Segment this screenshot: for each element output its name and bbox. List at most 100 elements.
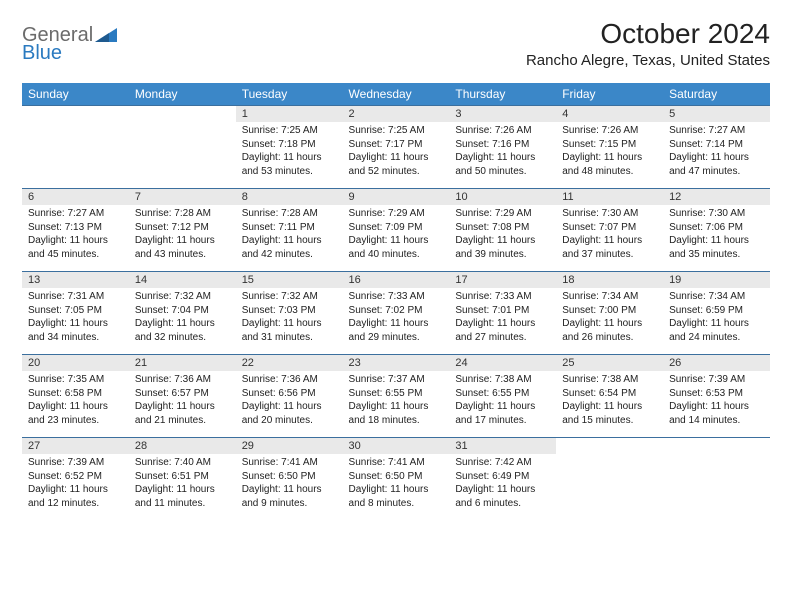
header-right: October 2024 Rancho Alegre, Texas, Unite… — [526, 18, 770, 69]
day-day2: and 29 minutes. — [349, 331, 444, 345]
day-cell: Sunrise: 7:35 AMSunset: 6:58 PMDaylight:… — [22, 371, 129, 438]
day-sunset: Sunset: 7:16 PM — [455, 138, 550, 152]
day-sunset: Sunset: 6:50 PM — [242, 470, 337, 484]
day-number: 16 — [343, 272, 450, 289]
day-cell: Sunrise: 7:33 AMSunset: 7:02 PMDaylight:… — [343, 288, 450, 355]
day-day2: and 40 minutes. — [349, 248, 444, 262]
day-sunrise: Sunrise: 7:36 AM — [135, 373, 230, 387]
day-day2: and 20 minutes. — [242, 414, 337, 428]
day-day1: Daylight: 11 hours — [28, 317, 123, 331]
dow-header: Wednesday — [343, 83, 450, 106]
day-day1: Daylight: 11 hours — [349, 234, 444, 248]
day-number: 24 — [449, 355, 556, 372]
day-day2: and 37 minutes. — [562, 248, 657, 262]
day-sunset: Sunset: 6:55 PM — [349, 387, 444, 401]
day-day2: and 9 minutes. — [242, 497, 337, 511]
location: Rancho Alegre, Texas, United States — [526, 52, 770, 69]
day-sunset: Sunset: 7:11 PM — [242, 221, 337, 235]
day-number: 25 — [556, 355, 663, 372]
day-number: 3 — [449, 106, 556, 123]
dow-header: Thursday — [449, 83, 556, 106]
day-cell: Sunrise: 7:39 AMSunset: 6:53 PMDaylight:… — [663, 371, 770, 438]
day-day1: Daylight: 11 hours — [455, 151, 550, 165]
day-number: 2 — [343, 106, 450, 123]
day-day1: Daylight: 11 hours — [242, 234, 337, 248]
day-sunrise: Sunrise: 7:35 AM — [28, 373, 123, 387]
day-sunrise: Sunrise: 7:30 AM — [562, 207, 657, 221]
day-number: 7 — [129, 189, 236, 206]
day-number: 22 — [236, 355, 343, 372]
day-sunrise: Sunrise: 7:33 AM — [455, 290, 550, 304]
day-number: 29 — [236, 438, 343, 455]
day-number: 28 — [129, 438, 236, 455]
day-sunrise: Sunrise: 7:27 AM — [669, 124, 764, 138]
dow-row: SundayMondayTuesdayWednesdayThursdayFrid… — [22, 83, 770, 106]
day-cell — [556, 454, 663, 520]
day-cell: Sunrise: 7:27 AMSunset: 7:14 PMDaylight:… — [663, 122, 770, 189]
day-cell: Sunrise: 7:32 AMSunset: 7:04 PMDaylight:… — [129, 288, 236, 355]
day-sunrise: Sunrise: 7:30 AM — [669, 207, 764, 221]
day-sunrise: Sunrise: 7:26 AM — [562, 124, 657, 138]
day-sunset: Sunset: 7:15 PM — [562, 138, 657, 152]
day-sunset: Sunset: 7:07 PM — [562, 221, 657, 235]
day-number: 1 — [236, 106, 343, 123]
day-sunrise: Sunrise: 7:25 AM — [242, 124, 337, 138]
day-day2: and 17 minutes. — [455, 414, 550, 428]
day-day2: and 50 minutes. — [455, 165, 550, 179]
day-sunset: Sunset: 7:13 PM — [28, 221, 123, 235]
day-number: 11 — [556, 189, 663, 206]
day-number: 14 — [129, 272, 236, 289]
day-day2: and 11 minutes. — [135, 497, 230, 511]
content-row: Sunrise: 7:31 AMSunset: 7:05 PMDaylight:… — [22, 288, 770, 355]
day-sunset: Sunset: 6:59 PM — [669, 304, 764, 318]
day-number: 30 — [343, 438, 450, 455]
day-number — [129, 106, 236, 123]
dow-header: Saturday — [663, 83, 770, 106]
day-cell: Sunrise: 7:38 AMSunset: 6:55 PMDaylight:… — [449, 371, 556, 438]
day-cell: Sunrise: 7:37 AMSunset: 6:55 PMDaylight:… — [343, 371, 450, 438]
day-cell: Sunrise: 7:34 AMSunset: 7:00 PMDaylight:… — [556, 288, 663, 355]
day-day1: Daylight: 11 hours — [455, 317, 550, 331]
day-number — [663, 438, 770, 455]
day-number: 31 — [449, 438, 556, 455]
day-cell: Sunrise: 7:26 AMSunset: 7:16 PMDaylight:… — [449, 122, 556, 189]
day-day2: and 15 minutes. — [562, 414, 657, 428]
dow-header: Friday — [556, 83, 663, 106]
day-sunrise: Sunrise: 7:32 AM — [242, 290, 337, 304]
day-day1: Daylight: 11 hours — [135, 234, 230, 248]
day-sunset: Sunset: 6:49 PM — [455, 470, 550, 484]
day-day2: and 24 minutes. — [669, 331, 764, 345]
day-sunset: Sunset: 6:55 PM — [455, 387, 550, 401]
day-cell: Sunrise: 7:29 AMSunset: 7:08 PMDaylight:… — [449, 205, 556, 272]
day-day2: and 31 minutes. — [242, 331, 337, 345]
day-number: 23 — [343, 355, 450, 372]
day-cell — [129, 122, 236, 189]
day-day1: Daylight: 11 hours — [28, 483, 123, 497]
day-cell: Sunrise: 7:29 AMSunset: 7:09 PMDaylight:… — [343, 205, 450, 272]
day-sunset: Sunset: 6:58 PM — [28, 387, 123, 401]
dow-header: Monday — [129, 83, 236, 106]
logo: General Blue — [22, 18, 117, 62]
day-number: 8 — [236, 189, 343, 206]
day-sunset: Sunset: 7:01 PM — [455, 304, 550, 318]
day-day1: Daylight: 11 hours — [669, 400, 764, 414]
day-day1: Daylight: 11 hours — [242, 400, 337, 414]
day-cell: Sunrise: 7:27 AMSunset: 7:13 PMDaylight:… — [22, 205, 129, 272]
day-sunrise: Sunrise: 7:27 AM — [28, 207, 123, 221]
day-sunrise: Sunrise: 7:26 AM — [455, 124, 550, 138]
day-number: 26 — [663, 355, 770, 372]
day-cell: Sunrise: 7:39 AMSunset: 6:52 PMDaylight:… — [22, 454, 129, 520]
day-sunrise: Sunrise: 7:33 AM — [349, 290, 444, 304]
day-day2: and 52 minutes. — [349, 165, 444, 179]
day-day2: and 23 minutes. — [28, 414, 123, 428]
day-day1: Daylight: 11 hours — [135, 483, 230, 497]
day-number: 17 — [449, 272, 556, 289]
day-sunset: Sunset: 7:00 PM — [562, 304, 657, 318]
day-day2: and 48 minutes. — [562, 165, 657, 179]
day-cell — [22, 122, 129, 189]
day-day2: and 27 minutes. — [455, 331, 550, 345]
day-sunset: Sunset: 6:53 PM — [669, 387, 764, 401]
daynum-row: 2728293031 — [22, 438, 770, 455]
day-day2: and 47 minutes. — [669, 165, 764, 179]
day-sunrise: Sunrise: 7:39 AM — [669, 373, 764, 387]
